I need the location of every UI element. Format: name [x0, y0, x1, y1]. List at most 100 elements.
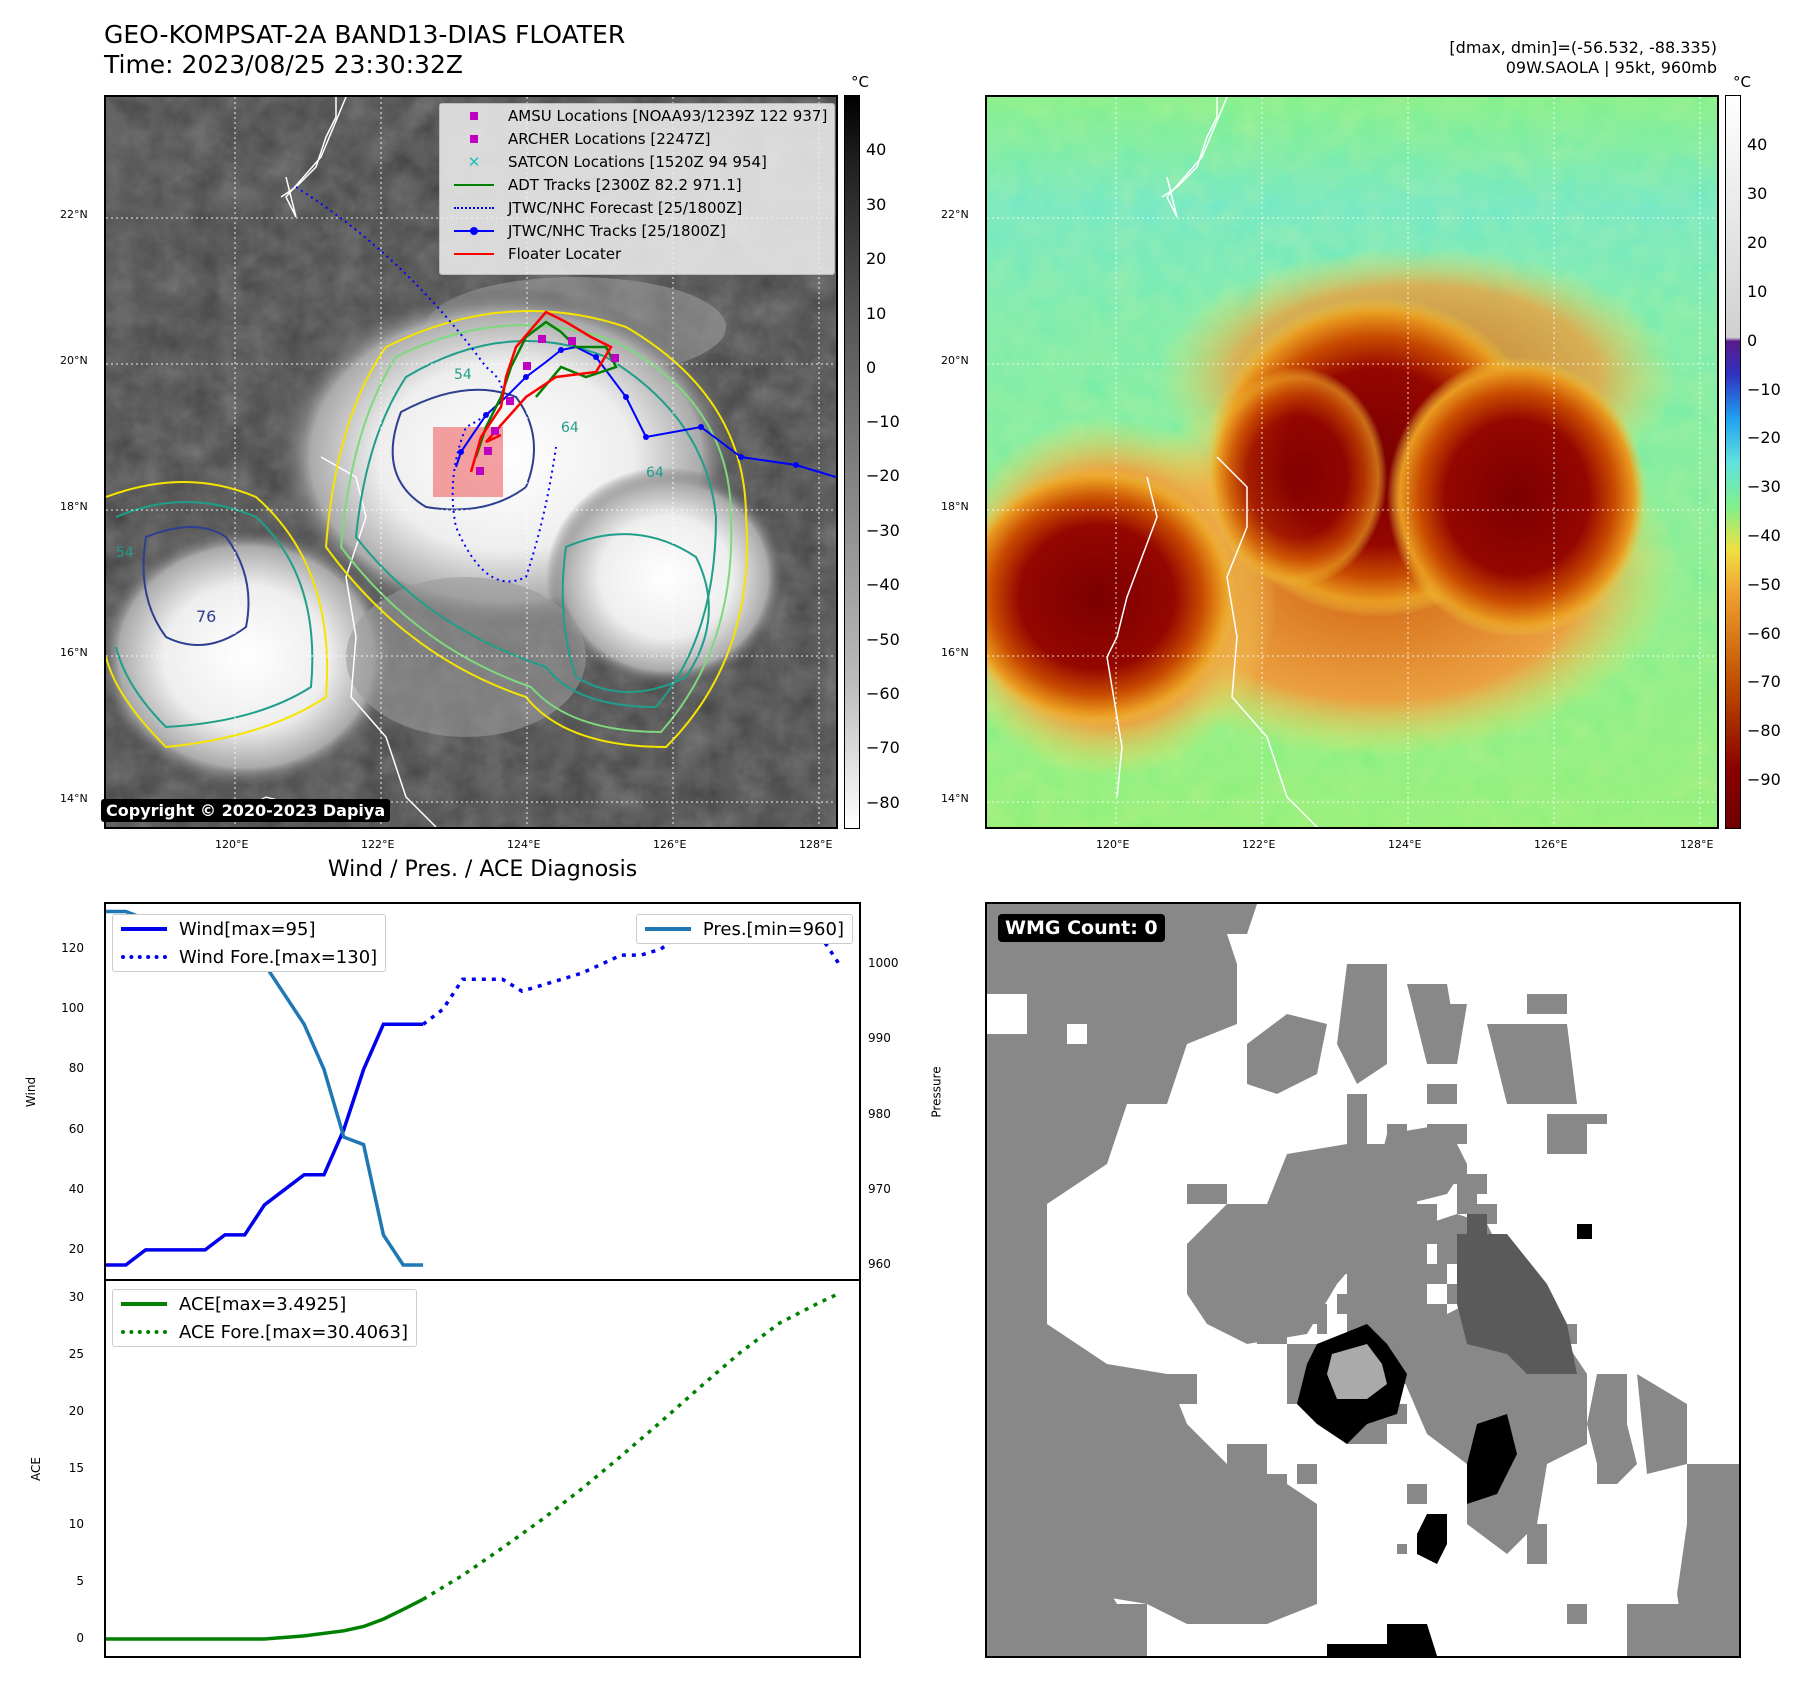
colorbar-tick: −10 [1747, 380, 1781, 399]
wind-pressure-chart: Wind[max=95] Wind Fore.[max=130] Pres.[m… [104, 902, 861, 1280]
wind-legend: Wind[max=95] Wind Fore.[max=130] [112, 914, 387, 972]
legend-item-floater: Floater Locater [440, 242, 834, 265]
map-legend: AMSU Locations [NOAA93/1239Z 122 937] AR… [439, 103, 835, 275]
colorbar-tick: −60 [1747, 624, 1781, 643]
enhanced-colorbar [1725, 95, 1741, 829]
square-marker-icon [454, 109, 494, 123]
storm-info-label: 09W.SAOLA | 95kt, 960mb [1505, 58, 1717, 77]
series-line-0 [106, 1022, 424, 1267]
line-icon [454, 178, 494, 192]
colorbar-unit: °C [1733, 73, 1751, 91]
lon-tick: 128°E [799, 838, 833, 851]
lon-tick: 120°E [1096, 838, 1130, 851]
legend-item-wind-forecast: Wind Fore.[max=130] [113, 943, 385, 971]
ace-legend: ACE[max=3.4925] ACE Fore.[max=30.4063] [112, 1289, 417, 1347]
lat-tick: 18°N [60, 500, 88, 513]
contour-label: 64 [646, 465, 664, 481]
legend-item-jtwc-forecast: JTWC/NHC Forecast [25/1800Z] [440, 196, 834, 219]
colorbar-tick: 20 [1747, 233, 1768, 252]
diagnosis-title: Wind / Pres. / ACE Diagnosis [327, 857, 638, 882]
legend-item-ace: ACE[max=3.4925] [113, 1290, 416, 1318]
lat-tick: 22°N [941, 208, 969, 221]
ir-color-image [987, 97, 1717, 827]
y-tick-label: 15 [68, 1460, 84, 1475]
contour-label: 64 [561, 420, 579, 436]
line-dot-icon [454, 224, 494, 238]
lon-tick: 122°E [361, 838, 395, 851]
legend-item-jtwc-tracks: JTWC/NHC Tracks [25/1800Z] [440, 219, 834, 242]
copyright-badge: Copyright © 2020-2023 Dapiya [101, 799, 391, 822]
ir-grayscale-map: 54 64 64 76 54 AMSU Locations [NOAA93/12… [104, 95, 838, 829]
colorbar-tick: −70 [866, 738, 900, 757]
colorbar-tick: 20 [866, 249, 887, 268]
lat-tick: 20°N [941, 354, 969, 367]
legend-item-satcon: ✕ SATCON Locations [1520Z 94 954] [440, 150, 834, 173]
contour-label: 76 [196, 607, 216, 626]
line-icon [121, 927, 167, 931]
y-tick-label: 20 [68, 1241, 84, 1256]
legend-item-pressure: Pres.[min=960] [637, 915, 852, 943]
colorbar-tick: −90 [1747, 770, 1781, 789]
lon-tick: 124°E [507, 838, 541, 851]
wind-axis-label: Wind [24, 1076, 39, 1108]
ace-axis-label: ACE [28, 1457, 43, 1481]
y-tick-label: 25 [68, 1346, 84, 1361]
y-right-tick-label: 980 [868, 1106, 891, 1121]
y-tick-label: 20 [68, 1403, 84, 1418]
wmg-count-badge: WMG Count: 0 [998, 914, 1165, 942]
wmg-panel [985, 902, 1741, 1658]
colorbar-tick: 40 [1747, 135, 1768, 154]
colorbar-tick: 30 [866, 195, 887, 214]
colorbar-tick: −70 [1747, 672, 1781, 691]
lon-tick: 120°E [215, 838, 249, 851]
y-tick-label: 5 [76, 1574, 84, 1589]
dotted-line-icon [454, 201, 494, 215]
y-tick-label: 100 [61, 1001, 84, 1016]
legend-item-wind: Wind[max=95] [113, 915, 385, 943]
figure-title: GEO-KOMPSAT-2A BAND13-DIAS FLOATER Time: … [104, 20, 625, 80]
lon-tick: 126°E [1534, 838, 1568, 851]
title-line-2: Time: 2023/08/25 23:30:32Z [104, 50, 463, 79]
lon-tick: 126°E [653, 838, 687, 851]
colorbar-tick: −30 [866, 521, 900, 540]
dotted-line-icon [121, 955, 167, 959]
lat-tick: 18°N [941, 500, 969, 513]
y-tick-label: 30 [68, 1290, 84, 1305]
colorbar-tick: −40 [866, 575, 900, 594]
series-line-1 [422, 1291, 840, 1601]
legend-item-archer: ARCHER Locations [2247Z] [440, 127, 834, 150]
y-tick-label: 60 [68, 1121, 84, 1136]
colorbar-tick: 0 [1747, 331, 1758, 350]
colorbar-tick: −80 [866, 793, 900, 812]
series-line-0 [106, 1597, 424, 1641]
y-tick-label: 120 [61, 941, 84, 956]
line-icon [454, 247, 494, 261]
y-tick-label: 40 [68, 1181, 84, 1196]
legend-item-adt: ADT Tracks [2300Z 82.2 971.1] [440, 173, 834, 196]
x-marker-icon: ✕ [467, 152, 481, 171]
lat-tick: 14°N [60, 792, 88, 805]
contour-label: 54 [116, 545, 134, 561]
y-tick-label: 10 [68, 1517, 84, 1532]
lat-tick: 16°N [60, 646, 88, 659]
colorbar-tick: −20 [1747, 428, 1781, 447]
lat-tick: 22°N [60, 208, 88, 221]
y-right-tick-label: 970 [868, 1181, 891, 1196]
figure-subtitle: [dmax, dmin]=(-56.532, -88.335) 09W.SAOLA… [1449, 38, 1717, 78]
grayscale-colorbar [844, 95, 860, 829]
legend-item-ace-forecast: ACE Fore.[max=30.4063] [113, 1318, 416, 1346]
ace-chart: ACE[max=3.4925] ACE Fore.[max=30.4063] [104, 1279, 861, 1658]
colorbar-tick: −80 [1747, 721, 1781, 740]
colorbar-tick: 10 [1747, 282, 1768, 301]
pressure-legend: Pres.[min=960] [635, 914, 853, 944]
colorbar-tick: 10 [866, 304, 887, 323]
colorbar-tick: −60 [866, 684, 900, 703]
wmg-pixel-map [987, 904, 1739, 1656]
colorbar-tick: −10 [866, 412, 900, 431]
lon-tick: 124°E [1388, 838, 1422, 851]
colorbar-tick: 30 [1747, 184, 1768, 203]
square-marker-icon [454, 132, 494, 146]
lat-tick: 16°N [941, 646, 969, 659]
pressure-axis-label: Pressure [929, 1066, 944, 1118]
colorbar-unit: °C [851, 73, 869, 91]
